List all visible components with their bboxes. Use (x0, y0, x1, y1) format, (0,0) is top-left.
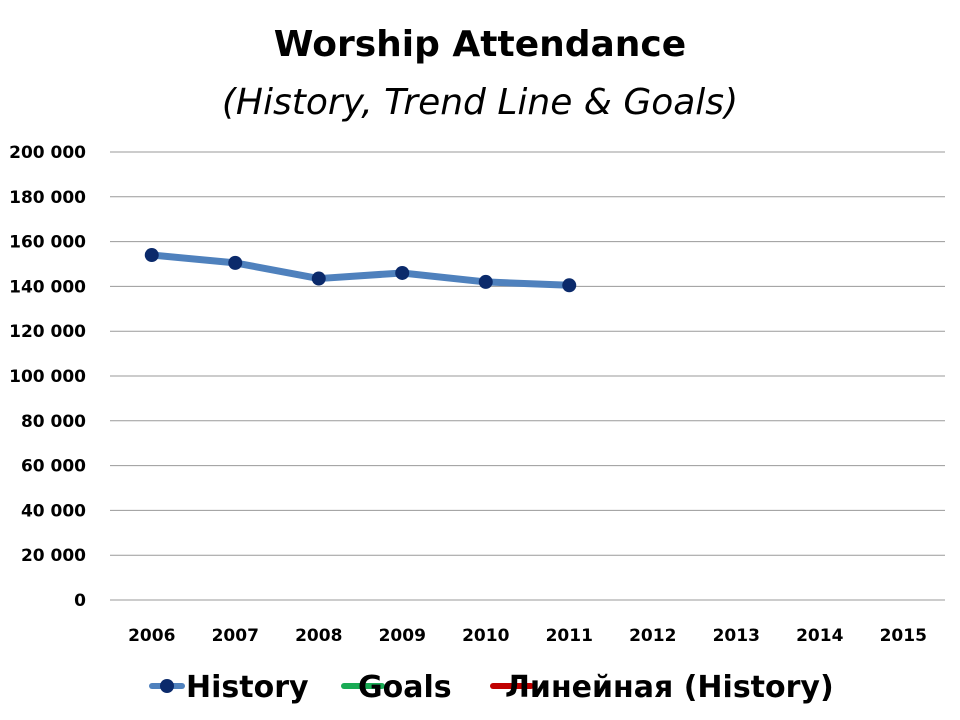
chart-subtitle: (History, Trend Line & Goals) (222, 82, 738, 123)
x-tick-label: 2011 (546, 626, 593, 646)
x-tick-label: 2013 (713, 626, 760, 646)
legend-label: Goals (358, 670, 452, 705)
y-tick-label: 60 000 (21, 457, 86, 477)
y-tick-label: 120 000 (9, 322, 86, 342)
x-tick-label: 2008 (295, 626, 342, 646)
data-point (311, 271, 326, 286)
y-tick-label: 160 000 (9, 233, 86, 253)
y-axis-tick-labels: 0 20 000 40 000 60 000 80 000 100 000 120 000 1… (9, 143, 86, 611)
data-point (144, 248, 159, 263)
y-tick-label: 200 000 (9, 143, 86, 163)
x-tick-label: 2012 (629, 626, 676, 646)
legend-item: Goals (341, 670, 452, 705)
series-line (148, 251, 573, 289)
legend-item: Линейная (History) (490, 670, 834, 705)
x-tick-label: 2015 (880, 626, 927, 646)
y-tick-label: 100 000 (9, 367, 86, 387)
x-tick-label: 2010 (462, 626, 509, 646)
y-tick-label: 140 000 (9, 277, 86, 297)
x-tick-label: 2007 (212, 626, 259, 646)
x-tick-label: 2014 (796, 626, 843, 646)
series-plot-area (144, 248, 577, 293)
y-tick-label: 40 000 (21, 501, 86, 521)
data-point (228, 255, 243, 270)
legend-item: History (149, 670, 309, 705)
legend: History Goals Линейная (History) (149, 670, 834, 705)
data-point (395, 265, 410, 280)
y-tick-label: 180 000 (9, 188, 86, 208)
y-tick-label: 0 (74, 591, 86, 611)
legend-label: History (186, 670, 309, 705)
y-tick-label: 20 000 (21, 546, 86, 566)
grid-lines (110, 151, 945, 601)
data-point (478, 274, 493, 289)
chart-title: Worship Attendance (274, 24, 686, 65)
x-axis-tick-labels: 2006 2007 2008 2009 2010 2011 2012 2013 2014 2015 (128, 626, 927, 646)
x-tick-label: 2009 (379, 626, 426, 646)
x-tick-label: 2006 (128, 626, 175, 646)
legend-label: Линейная (History) (505, 670, 834, 705)
y-tick-label: 80 000 (21, 412, 86, 432)
legend-marker (160, 679, 174, 693)
data-point (562, 278, 577, 293)
